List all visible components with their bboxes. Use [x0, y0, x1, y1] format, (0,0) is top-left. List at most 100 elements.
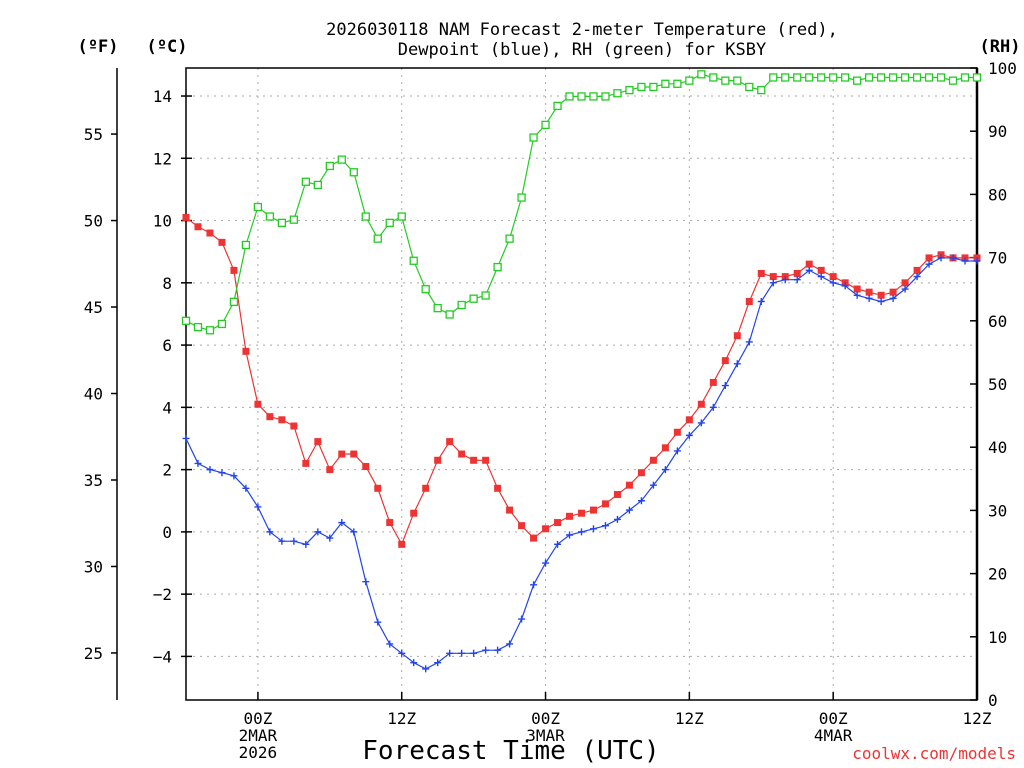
temperature-point	[613, 491, 621, 499]
dewpoint-point	[230, 472, 238, 480]
dewpoint-point	[625, 506, 633, 514]
rh-point	[625, 85, 634, 95]
credit-link[interactable]: coolwx.com/models	[852, 744, 1016, 763]
dewpoint-point	[973, 257, 981, 265]
time-tick-label: 00Z	[243, 709, 272, 728]
dewpoint-point	[314, 528, 322, 536]
temperature-point	[697, 400, 705, 408]
dewpoint-point	[302, 540, 310, 548]
dewpoint-point	[829, 279, 837, 287]
rh-point	[829, 73, 838, 82]
temperature-point	[542, 525, 550, 533]
rh-point	[289, 215, 299, 224]
dewpoint-point	[937, 254, 945, 262]
temperature-point	[338, 450, 346, 458]
rh-tick-label: 70	[988, 249, 1007, 268]
temperature-point	[661, 444, 669, 452]
rh-point	[349, 168, 358, 177]
temperature-point	[721, 357, 729, 365]
temperature-point	[434, 456, 442, 464]
time-tick-label: 2026	[239, 743, 278, 762]
temperature-point	[601, 500, 609, 508]
rh-point	[757, 85, 766, 95]
temperature-point	[350, 450, 358, 458]
rh-point	[972, 73, 982, 82]
plot-frame	[185, 67, 978, 701]
rh-point	[469, 294, 478, 303]
rh-point	[649, 82, 658, 92]
fahrenheit-tick-label: 35	[84, 471, 103, 490]
rh-point	[337, 155, 346, 164]
time-tick-label: 12Z	[963, 709, 992, 728]
rh-point	[265, 212, 275, 221]
fahrenheit-axis-unit: (ºF)	[78, 37, 119, 57]
dewpoint-point	[877, 297, 885, 305]
celsius-tick-label: 2	[162, 461, 172, 480]
rh-point	[253, 202, 263, 212]
dewpoint-point	[326, 534, 334, 542]
dewpoint-point	[530, 581, 538, 589]
time-tick-label: 4MAR	[814, 726, 853, 745]
dewpoint-point	[242, 484, 250, 492]
celsius-axis-unit: (ºC)	[147, 37, 188, 57]
time-tick-label: 12Z	[387, 709, 416, 728]
chart-title-line-2: Dewpoint (blue), RH (green) for KSBY	[398, 40, 766, 60]
rh-point	[361, 212, 370, 221]
temperature-point	[865, 288, 873, 296]
temperature-point	[877, 291, 885, 299]
dewpoint-point	[889, 294, 897, 302]
time-tick-label: 3MAR	[526, 726, 565, 745]
rh-point	[565, 92, 574, 101]
temperature-point	[362, 463, 370, 471]
rh-point	[948, 76, 958, 85]
rh-point	[373, 234, 382, 243]
temperature-point	[853, 285, 861, 293]
temperature-point	[589, 506, 597, 514]
temperature-point	[817, 266, 825, 274]
rh-tick-label: 60	[988, 312, 1007, 331]
dewpoint-point	[290, 537, 298, 545]
rh-point	[853, 76, 862, 85]
rh-point	[769, 73, 778, 82]
rh-point	[505, 234, 514, 243]
rh-point	[936, 73, 946, 82]
rh-point	[817, 73, 826, 82]
temperature-point	[554, 519, 562, 527]
temperature-point	[673, 428, 681, 436]
temperature-point	[194, 223, 202, 231]
time-tick-label: 00Z	[819, 709, 848, 728]
temperature-line	[185, 216, 977, 546]
rh-point	[685, 76, 694, 85]
temperature-point	[266, 413, 274, 421]
rh-point	[781, 73, 790, 82]
rh-point	[900, 73, 910, 82]
temperature-point	[709, 378, 717, 386]
temperature-point	[625, 481, 633, 489]
rh-point	[805, 73, 814, 82]
temperature-point	[649, 456, 657, 464]
temperature-point	[422, 484, 430, 492]
dewpoint-point	[278, 537, 286, 545]
rh-point	[301, 177, 310, 186]
rh-point	[409, 256, 418, 265]
rh-point	[661, 79, 670, 88]
temperature-point	[386, 519, 394, 527]
dewpoint-point	[458, 649, 466, 657]
temperature-point	[518, 522, 526, 530]
temperature-point	[901, 279, 909, 287]
rh-point	[637, 82, 646, 92]
rh-tick-label: 30	[988, 501, 1007, 520]
rh-tick-label: 90	[988, 122, 1007, 141]
dewpoint-point	[194, 459, 202, 467]
rh-point	[553, 101, 562, 111]
chart-title-line-1: 2026030118 NAM Forecast 2-meter Temperat…	[326, 20, 838, 40]
dewpoint-point	[470, 649, 478, 657]
dewpoint-point	[338, 519, 346, 527]
temperature-point	[446, 438, 454, 446]
rh-point	[613, 89, 622, 98]
celsius-tick-label: 12	[153, 149, 172, 168]
rh-point	[733, 76, 742, 85]
temperature-point	[458, 450, 466, 458]
dewpoint-point	[685, 431, 693, 439]
